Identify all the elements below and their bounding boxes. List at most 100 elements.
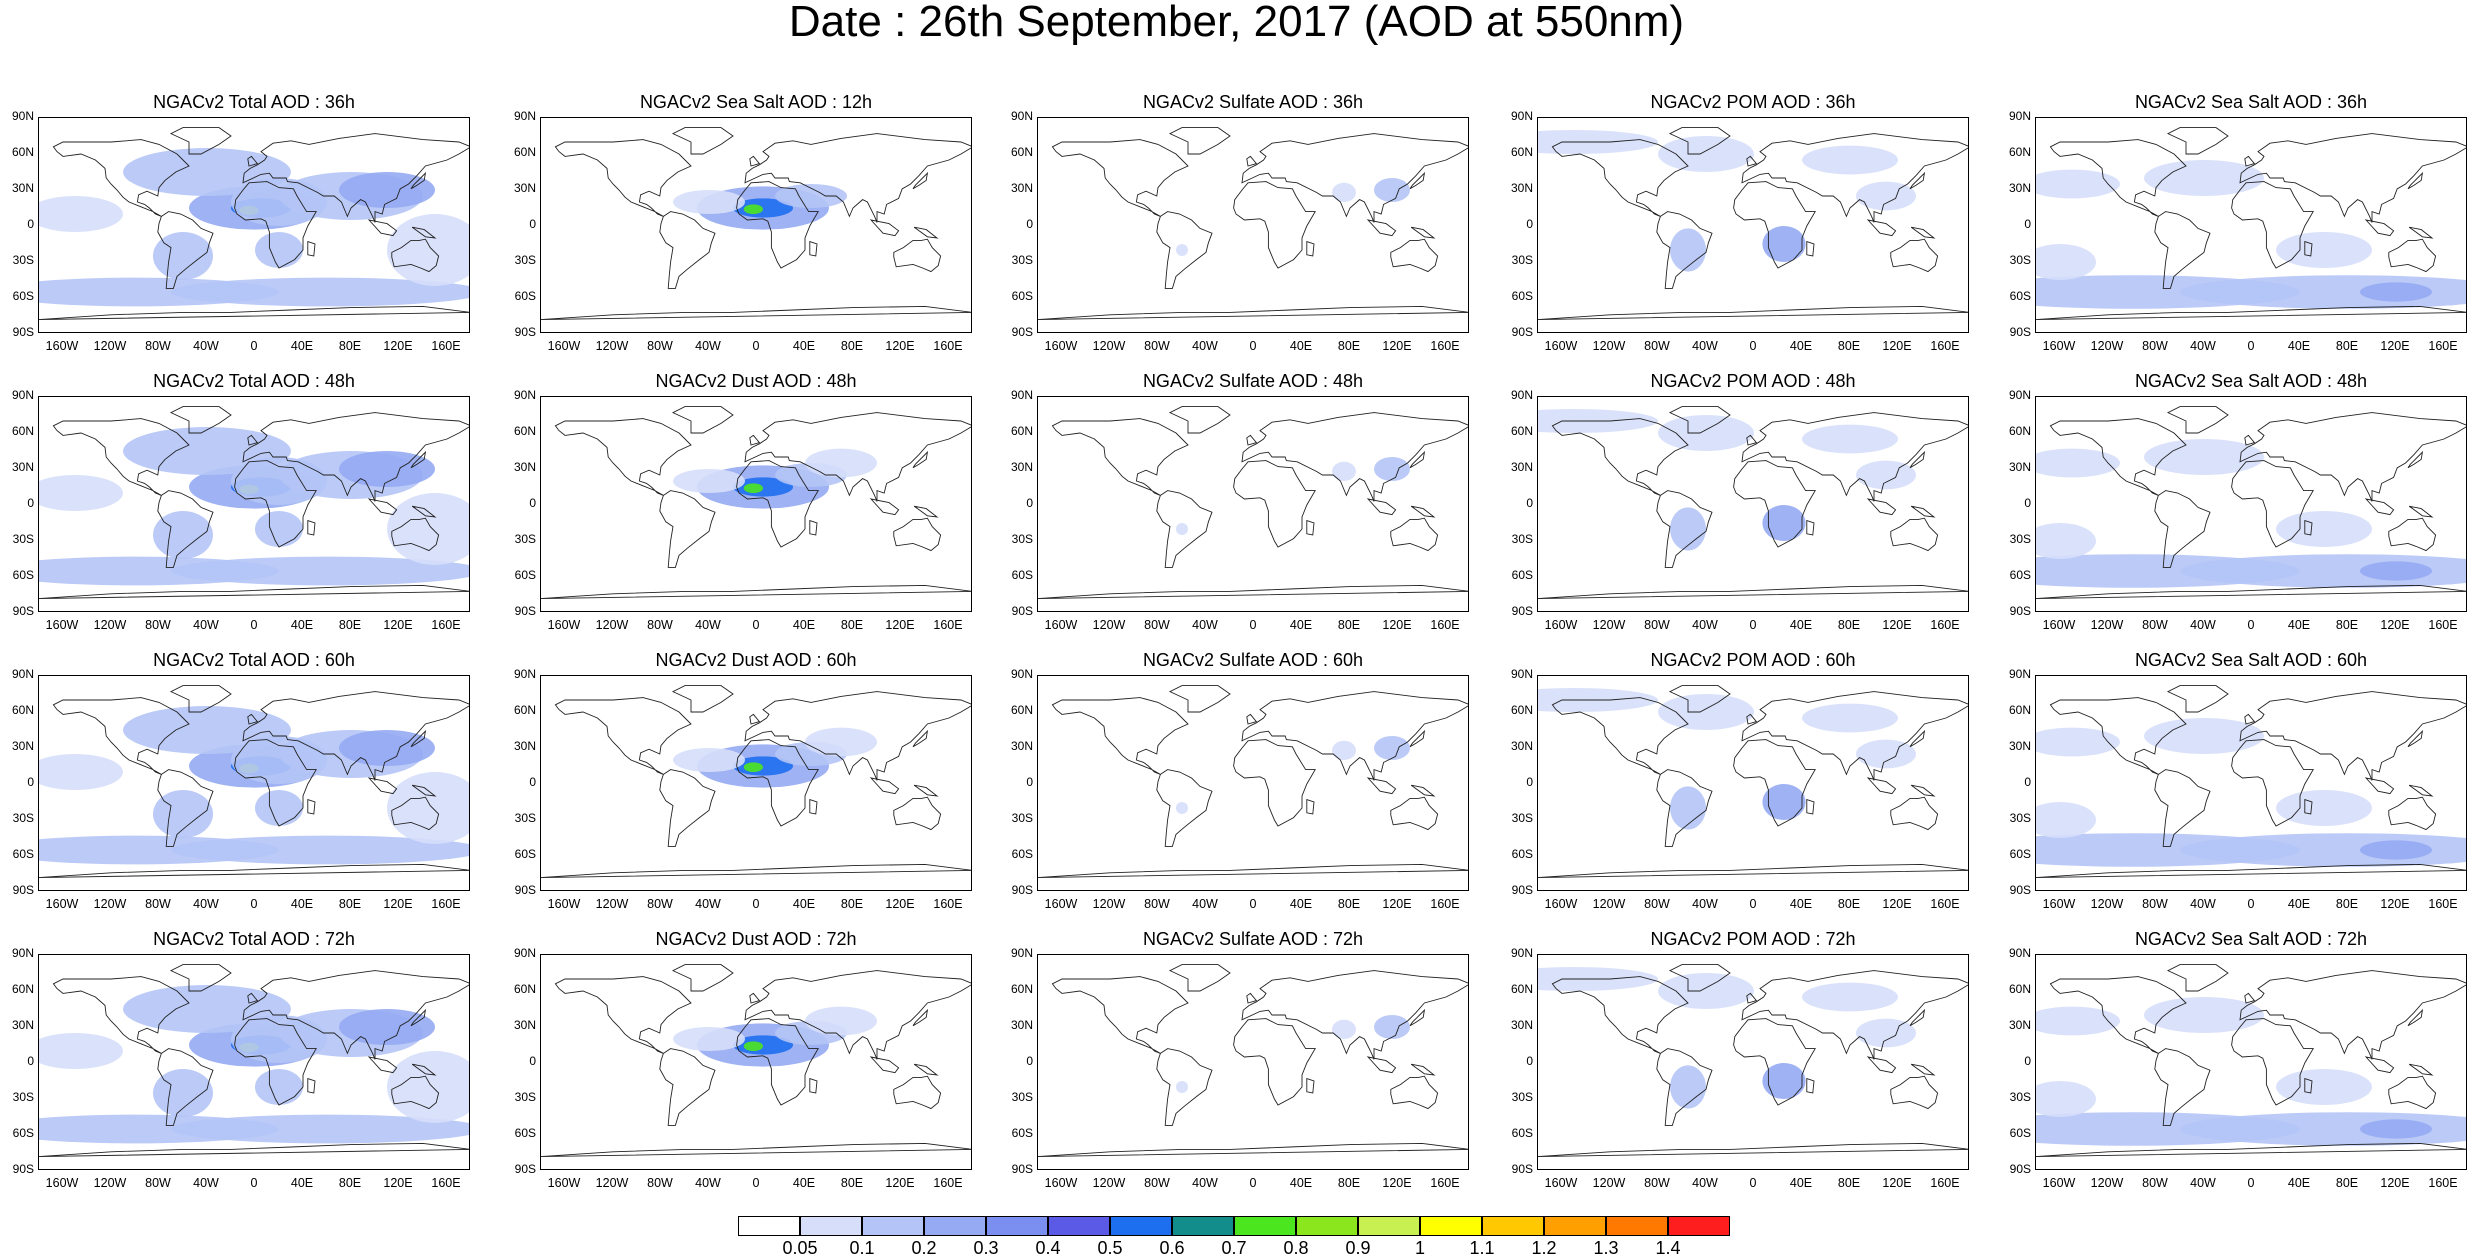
coastline (1409, 171, 1426, 190)
lon-tick-label: 40W (2190, 897, 2216, 911)
coastline (912, 450, 929, 469)
lat-tick-label: 60S (1011, 847, 1033, 861)
aod-map (1037, 954, 1469, 1170)
lat-tick-label: 30N (1010, 739, 1033, 753)
lat-tick-label: 60S (1011, 289, 1033, 303)
aod-plume (255, 232, 303, 268)
coastline (1306, 519, 1315, 536)
lon-tick-label: 160W (2042, 339, 2076, 353)
colorbar-segment (1110, 1216, 1172, 1236)
lon-tick-label: 40E (1289, 339, 1313, 353)
aod-plume (387, 1051, 469, 1123)
panel-title: NGACv2 Sea Salt AOD : 36h (2134, 92, 2368, 112)
aod-plume (2360, 282, 2432, 302)
aod-plume (2036, 169, 2120, 199)
coastline (234, 181, 317, 269)
lat-tick-label: 60N (1510, 145, 1533, 159)
coastline (541, 1142, 971, 1158)
coastline (749, 713, 761, 725)
coastline (1156, 1048, 1213, 1126)
lon-tick-label: 40W (1692, 339, 1718, 353)
lon-tick-label: 80E (1837, 1176, 1861, 1190)
coastline (1551, 976, 1689, 1054)
lon-tick-label: 80E (338, 1176, 362, 1190)
coastline (2408, 505, 2434, 518)
coastline (1038, 863, 1468, 879)
lat-tick-label: 30N (1010, 181, 1033, 195)
coastline (1668, 406, 1731, 434)
lat-tick-label: 90S (1011, 1162, 1033, 1176)
lon-tick-label: 160W (45, 618, 79, 632)
coastline (1156, 490, 1213, 568)
coastline (1051, 976, 1189, 1054)
aod-plume (2036, 727, 2120, 757)
lat-tick-label: 60N (11, 982, 34, 996)
aod-plume (2036, 448, 2120, 478)
lon-tick-label: 160W (45, 339, 79, 353)
lon-tick-label: 80E (1837, 897, 1861, 911)
lat-tick-label: 0 (529, 1054, 536, 1068)
lon-tick-label: 160W (547, 897, 581, 911)
coastline (2036, 1142, 2466, 1158)
coastline (809, 519, 818, 536)
coastline (234, 739, 317, 827)
lon-tick-label: 80W (647, 618, 673, 632)
lat-tick-label: 30S (2009, 811, 2031, 825)
panel-title: NGACv2 POM AOD : 60h (1650, 650, 1856, 670)
lon-tick-label: 120W (2090, 339, 2124, 353)
coastline (1038, 305, 1468, 321)
coastline (1890, 796, 1939, 831)
colorbar-segment (1606, 1216, 1668, 1236)
coastline (2364, 777, 2395, 795)
lon-tick-label: 160E (2428, 897, 2458, 911)
lon-tick-label: 80W (145, 339, 171, 353)
coastline (1168, 406, 1231, 434)
aod-map-canvas (541, 964, 971, 1158)
coastline (1656, 769, 1713, 847)
coastline (391, 238, 440, 273)
coastline (912, 171, 929, 190)
lat-tick-label: 90N (1510, 109, 1533, 123)
coastline (736, 739, 819, 827)
lat-tick-label: 90N (1510, 946, 1533, 960)
lon-tick-label: 160E (933, 1176, 963, 1190)
coastline (1241, 412, 1468, 502)
coastline (912, 729, 929, 748)
colorbar-tick-label: 0.8 (1283, 1238, 1309, 1258)
lon-tick-label: 80E (1337, 897, 1361, 911)
coastline (410, 450, 427, 469)
panel-title: NGACv2 Sea Salt AOD : 72h (2134, 929, 2368, 949)
lat-tick-label: 60S (514, 568, 536, 582)
aod-map (1037, 117, 1469, 333)
coastline (2231, 460, 2314, 548)
aod-map (1037, 675, 1469, 891)
coastline (391, 1075, 440, 1110)
lat-tick-label: 0 (529, 775, 536, 789)
lat-tick-label: 90N (1010, 109, 1033, 123)
aod-plume (2036, 244, 2096, 280)
coastline (247, 434, 259, 446)
coastline (247, 713, 259, 725)
lat-tick-label: 30N (11, 181, 34, 195)
coastline (1806, 798, 1815, 815)
coastline (541, 863, 971, 879)
coastline (2166, 964, 2229, 992)
lon-tick-label: 0 (752, 1176, 760, 1190)
coastline (247, 992, 259, 1004)
lon-tick-label: 80W (1144, 897, 1170, 911)
lon-tick-label: 80W (145, 1176, 171, 1190)
coastline (391, 796, 440, 831)
lon-tick-label: 0 (2247, 339, 2255, 353)
lon-tick-label: 0 (1749, 618, 1757, 632)
lat-tick-label: 90S (2009, 1162, 2031, 1176)
lon-tick-label: 0 (1249, 339, 1257, 353)
coastline (893, 238, 942, 273)
coastline (1866, 777, 1897, 795)
coastline (157, 1048, 214, 1126)
coastline (2408, 226, 2434, 239)
lon-tick-label: 120E (2380, 339, 2410, 353)
lon-tick-label: 120E (2380, 1176, 2410, 1190)
lat-tick-label: 30N (1010, 460, 1033, 474)
lon-tick-label: 160W (2042, 1176, 2076, 1190)
coastline (2364, 498, 2395, 516)
